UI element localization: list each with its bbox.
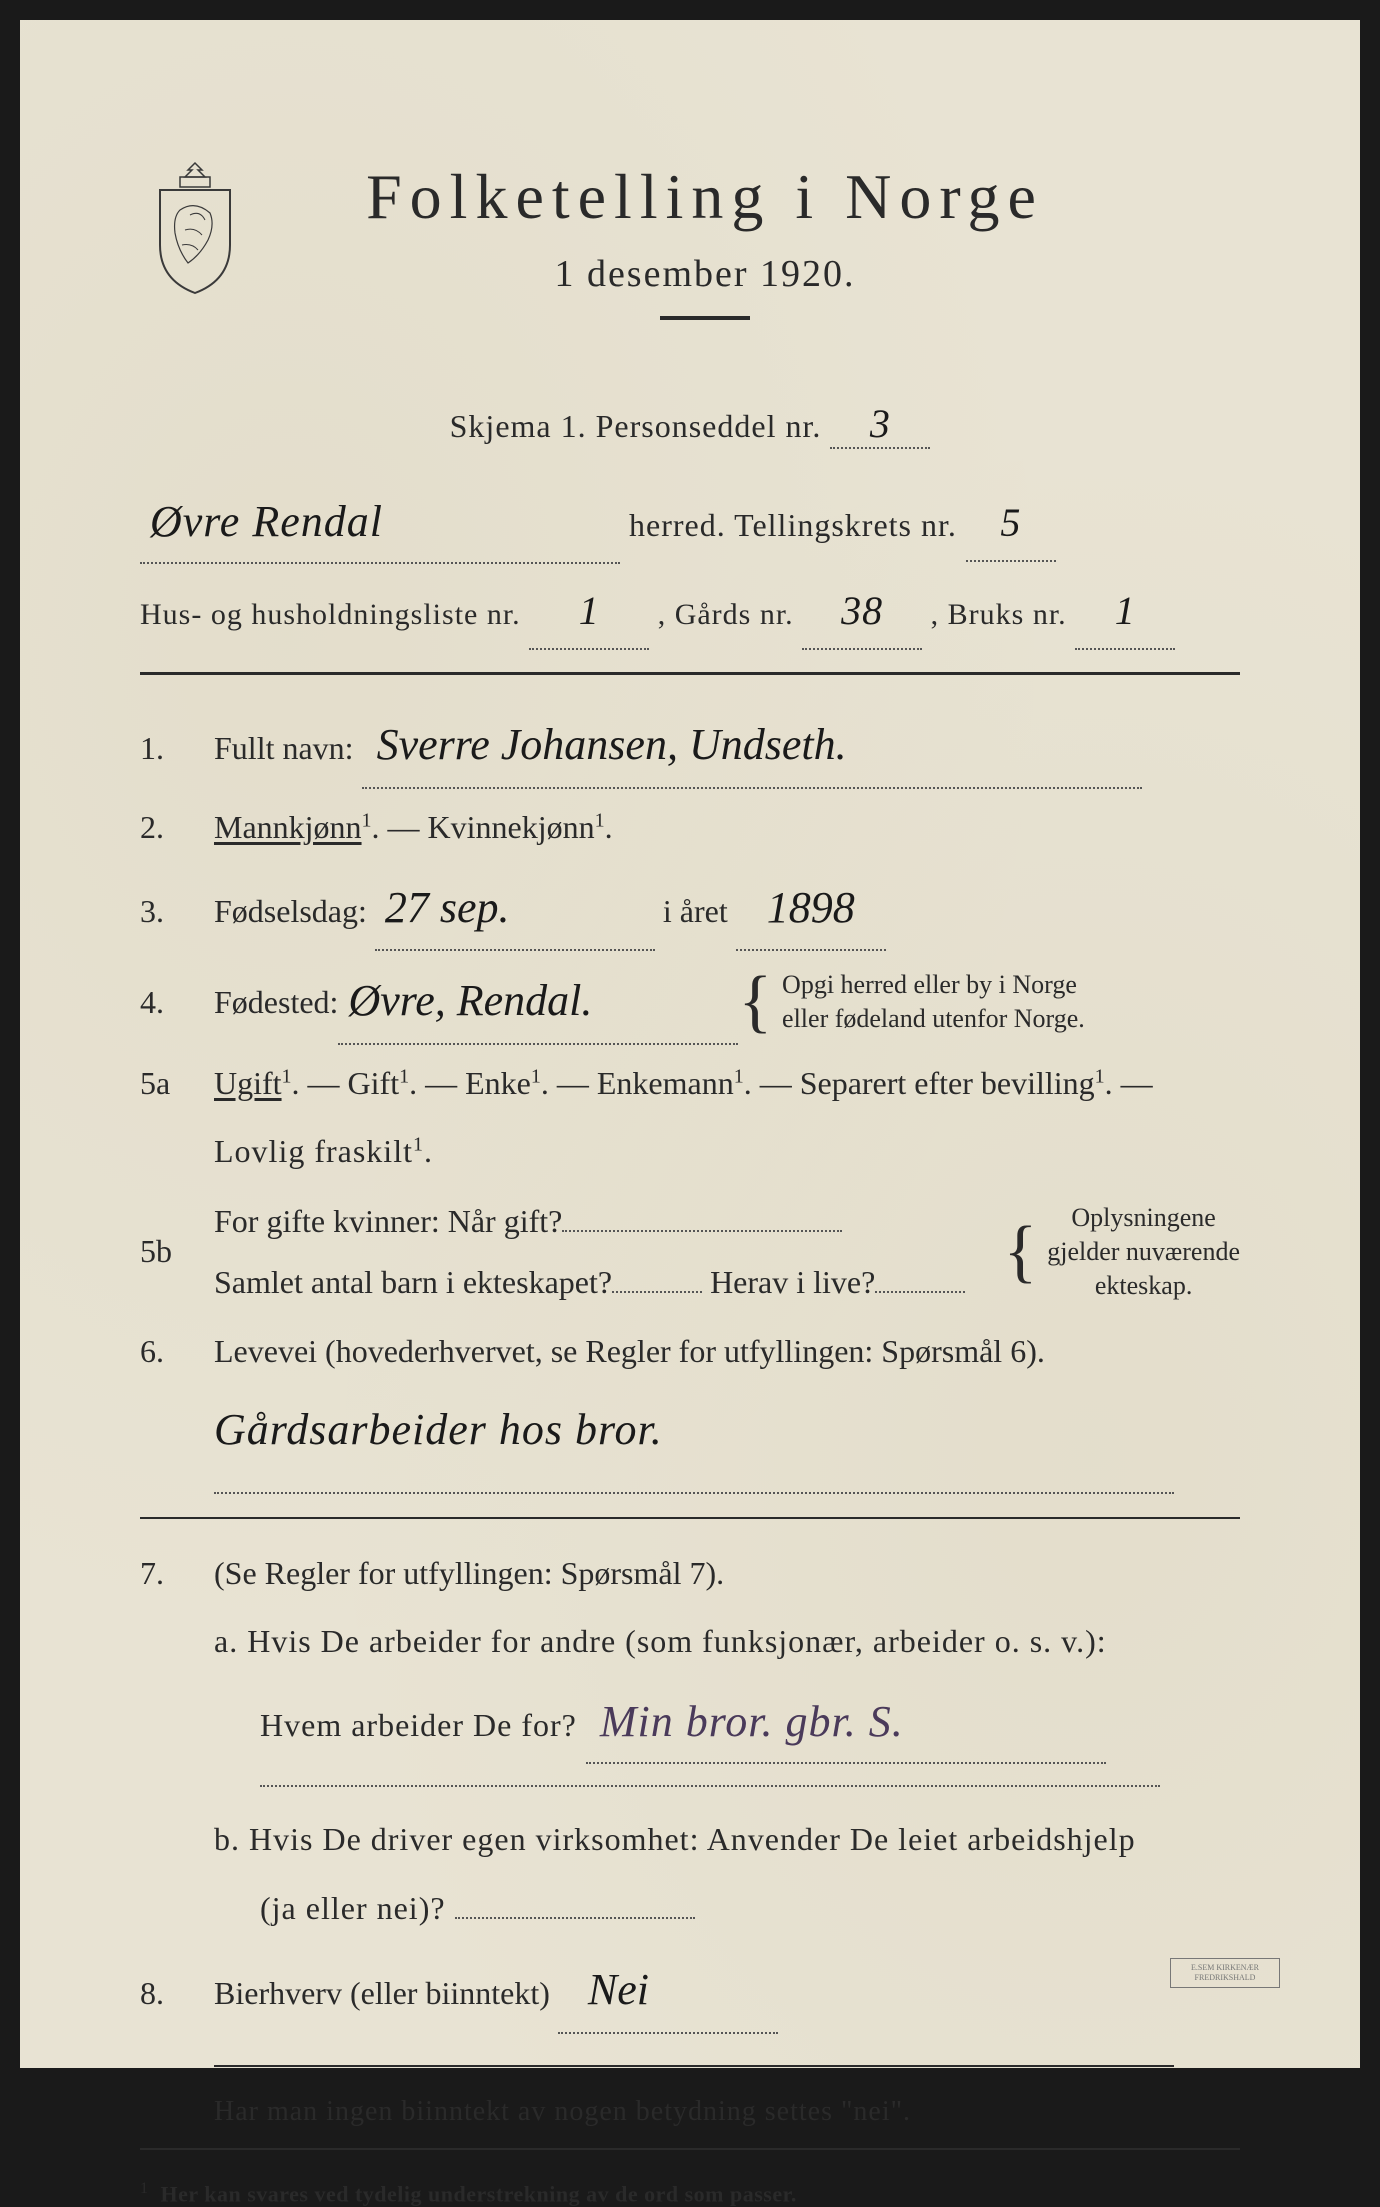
q4-label: Fødested: [214, 972, 338, 1033]
q5b-note: Oplysningene gjelder nuværende ekteskap. [1047, 1201, 1240, 1302]
crest-svg [140, 155, 250, 295]
q3-num: 3. [140, 881, 214, 942]
footnote: 1 Her kan svares ved tydelig understrekn… [140, 2180, 1240, 2207]
sep2: . — [409, 1065, 465, 1101]
q6: 6. Levevei (hovederhvervet, se Regler fo… [140, 1321, 1240, 1382]
footer-note: Har man ingen biinntekt av nogen betydni… [214, 2086, 1240, 2138]
q7a: a. Hvis De arbeider for andre (som funks… [214, 1612, 1240, 1671]
q2-tail: . [605, 809, 613, 845]
q7-num: 7. [140, 1543, 214, 1604]
q7a-value: Min bror. gbr. S. [586, 1681, 1106, 1764]
q4-num: 4. [140, 972, 214, 1033]
q5b-label3: Herav i live? [710, 1264, 875, 1300]
census-form-page: Folketelling i Norge 1 desember 1920. Sk… [20, 20, 1360, 2068]
q1: 1. Fullt navn: Sverre Johansen, Undseth. [140, 703, 1240, 789]
q6-answer-row: Gårdsarbeider hos bror. [214, 1389, 1240, 1470]
q4-note: Opgi herred eller by i Norge eller fødel… [782, 968, 1085, 1036]
q4-note2: eller fødeland utenfor Norge. [782, 1004, 1085, 1033]
husliste-label: Hus- og husholdningsliste nr. [140, 598, 521, 631]
q5a-fraskilt: Lovlig fraskilt [214, 1133, 413, 1169]
q2: 2. Mannkjønn1. — Kvinnekjønn1. [140, 797, 1240, 858]
q1-value: Sverre Johansen, Undseth. [362, 703, 1142, 789]
q5a-enke: Enke [465, 1065, 531, 1101]
sep3: . — [541, 1065, 597, 1101]
q7a-label: a. Hvis De arbeider for andre (som funks… [214, 1623, 1107, 1659]
q5b-note1: Oplysningene [1071, 1203, 1215, 1232]
q7b-q: (ja eller nei)? [260, 1879, 1240, 1938]
q2-sep: . — [372, 809, 428, 845]
subtitle-date: 1 desember 1920. [290, 252, 1120, 296]
q3-year: 1898 [736, 866, 886, 952]
schema-line: Skjema 1. Personseddel nr. 3 [140, 400, 1240, 449]
q2-num: 2. [140, 797, 214, 858]
personseddel-nr: 3 [830, 400, 930, 449]
q1-num: 1. [140, 718, 214, 779]
q5a-ugift: Ugift [214, 1065, 282, 1101]
q7a-question: Hvem arbeider De for? [260, 1707, 577, 1743]
sep1: . — [292, 1065, 348, 1101]
q7b: b. Hvis De driver egen virksomhet: Anven… [214, 1810, 1240, 1869]
title-block: Folketelling i Norge 1 desember 1920. [290, 160, 1240, 355]
q2-female: Kvinnekjønn [428, 809, 595, 845]
husliste-nr: 1 [529, 574, 649, 650]
q4-value: Øvre, Rendal. [338, 959, 738, 1045]
q5a-gift: Gift [348, 1065, 400, 1101]
q5b-num: 5b [140, 1221, 214, 1282]
title-rule [660, 316, 750, 320]
gards-nr: 38 [802, 574, 922, 650]
gards-label: , Gårds nr. [658, 598, 794, 631]
q6-num: 6. [140, 1321, 214, 1382]
q7b-label: b. Hvis De driver egen virksomhet: Anven… [214, 1821, 1136, 1857]
main-title: Folketelling i Norge [290, 160, 1120, 234]
dot: . [424, 1133, 433, 1169]
q8-value: Nei [558, 1948, 778, 2034]
q2-male: Mannkjønn [214, 809, 362, 845]
q3-day: 27 sep. [375, 866, 655, 952]
q7-label: (Se Regler for utfyllingen: Spørsmål 7). [214, 1555, 724, 1591]
coat-of-arms-icon [140, 155, 250, 295]
q8-label: Bierhverv (eller biinntekt) [214, 1975, 550, 2011]
q4: 4. Fødested: Øvre, Rendal. { Opgi herred… [140, 959, 1240, 1045]
divider-2 [140, 1517, 1240, 1519]
q3-year-label: i året [663, 893, 728, 929]
q3: 3. Fødselsdag: 27 sep. i året 1898 [140, 866, 1240, 952]
divider-3 [140, 2148, 1240, 2150]
q5b-label2: Samlet antal barn i ekteskapet? [214, 1264, 612, 1300]
q5a: 5a Ugift1. — Gift1. — Enke1. — Enkemann1… [140, 1053, 1240, 1114]
q5a-separert: Separert efter bevilling [800, 1065, 1095, 1101]
q7a-q: Hvem arbeider De for? Min bror. gbr. S. [260, 1681, 1240, 1764]
q4-note1: Opgi herred eller by i Norge [782, 970, 1077, 999]
q5b-label1: For gifte kvinner: Når gift? [214, 1203, 562, 1239]
q5a-enkemann: Enkemann [597, 1065, 734, 1101]
q5a-num: 5a [140, 1053, 214, 1114]
q5b: 5b For gifte kvinner: Når gift? Samlet a… [140, 1191, 1240, 1313]
herred-value: Øvre Rendal [140, 481, 620, 564]
bruks-label: , Bruks nr. [931, 598, 1067, 631]
q8: 8. Bierhverv (eller biinntekt) Nei [140, 1948, 1240, 2034]
q7: 7. (Se Regler for utfyllingen: Spørsmål … [140, 1543, 1240, 1604]
printer-stamp: E.SEM KIRKENÆRFREDRIKSHALD [1170, 1958, 1280, 1988]
header: Folketelling i Norge 1 desember 1920. [140, 160, 1240, 355]
sep4: . — [744, 1065, 800, 1101]
divider-1 [140, 672, 1240, 675]
q6-value: Gårdsarbeider hos bror. [214, 1405, 663, 1454]
hus-row: Hus- og husholdningsliste nr. 1 , Gårds … [140, 574, 1240, 650]
q1-label: Fullt navn: [214, 730, 354, 766]
q8-num: 8. [140, 1963, 214, 2024]
q5b-note3: ekteskap. [1095, 1271, 1192, 1300]
herred-label: herred. Tellingskrets nr. [629, 507, 957, 543]
tellingskrets-nr: 5 [966, 486, 1056, 562]
q6-label: Levevei (hovederhvervet, se Regler for u… [214, 1333, 1045, 1369]
schema-label: Skjema 1. Personseddel nr. [450, 408, 822, 444]
q3-label: Fødselsdag: [214, 893, 367, 929]
bruks-nr: 1 [1075, 574, 1175, 650]
q5a-line2: Lovlig fraskilt1. [214, 1122, 1240, 1181]
q5b-note2: gjelder nuværende [1047, 1237, 1240, 1266]
q7b-question: (ja eller nei)? [260, 1890, 446, 1926]
footnote-text: Her kan svares ved tydelig understreknin… [161, 2181, 797, 2206]
herred-row: Øvre Rendal herred. Tellingskrets nr. 5 [140, 481, 1240, 564]
